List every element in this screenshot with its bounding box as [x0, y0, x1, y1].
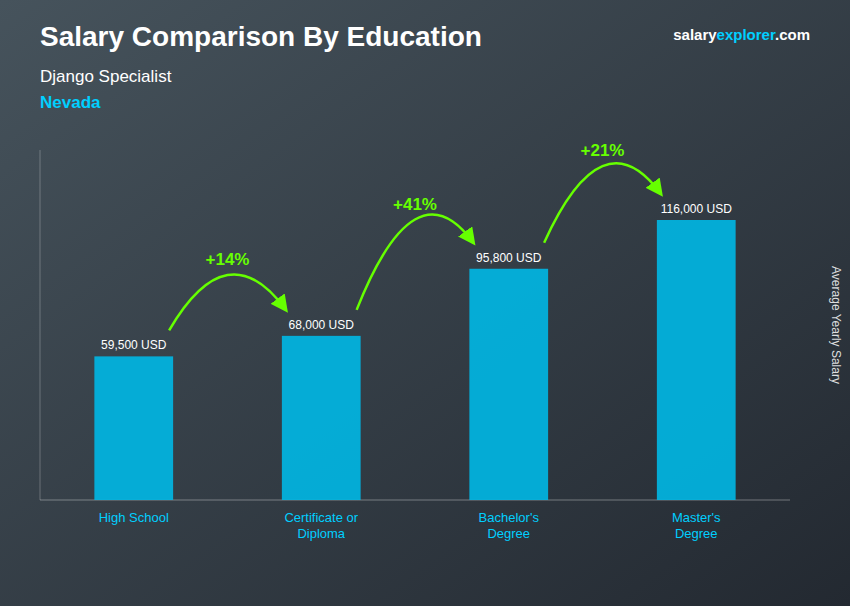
- title: Salary Comparison By Education: [40, 21, 482, 52]
- change-arrow: [357, 215, 474, 310]
- change-annotation: +14%: [206, 250, 250, 269]
- location: Nevada: [40, 93, 101, 112]
- change-arrow: [169, 274, 286, 330]
- x-tick-label-line: Bachelor's: [479, 510, 540, 525]
- data-label: 116,000 USD: [661, 202, 732, 216]
- x-tick-label: Certificate orDiploma: [284, 510, 358, 541]
- change-annotation: +41%: [393, 195, 437, 214]
- x-tick-label: Master'sDegree: [672, 510, 721, 541]
- data-label: 59,500 USD: [101, 338, 167, 352]
- bar: [469, 269, 548, 500]
- x-tick-label-line: Diploma: [297, 526, 345, 541]
- data-label: 68,000 USD: [289, 318, 355, 332]
- change-annotation: +21%: [581, 141, 625, 160]
- x-tick-label-line: Degree: [487, 526, 530, 541]
- y-axis-line: [40, 150, 41, 500]
- x-tick-label: High School: [99, 510, 169, 525]
- bars: [94, 220, 735, 500]
- background: [0, 0, 850, 606]
- x-tick-label-line: Certificate or: [284, 510, 358, 525]
- x-tick-label-line: Degree: [675, 526, 718, 541]
- bar: [282, 336, 361, 500]
- brand-part: salary: [673, 26, 717, 43]
- brand-part: .com: [775, 26, 810, 43]
- subtitle: Django Specialist: [40, 67, 172, 86]
- data-label: 95,800 USD: [476, 251, 542, 265]
- chart-container: Salary Comparison By Education Django Spe…: [0, 0, 850, 606]
- bar: [94, 356, 173, 500]
- x-tick-label-line: High School: [99, 510, 169, 525]
- chart-svg: Salary Comparison By Education Django Spe…: [0, 0, 850, 606]
- x-tick-label: Bachelor'sDegree: [479, 510, 540, 541]
- bar: [657, 220, 736, 500]
- brand-part: explorer: [717, 26, 776, 43]
- change-arrow: [544, 163, 661, 242]
- y-axis-label: Average Yearly Salary: [829, 266, 843, 384]
- x-tick-label-line: Master's: [672, 510, 721, 525]
- brand: salaryexplorer.com: [673, 26, 810, 43]
